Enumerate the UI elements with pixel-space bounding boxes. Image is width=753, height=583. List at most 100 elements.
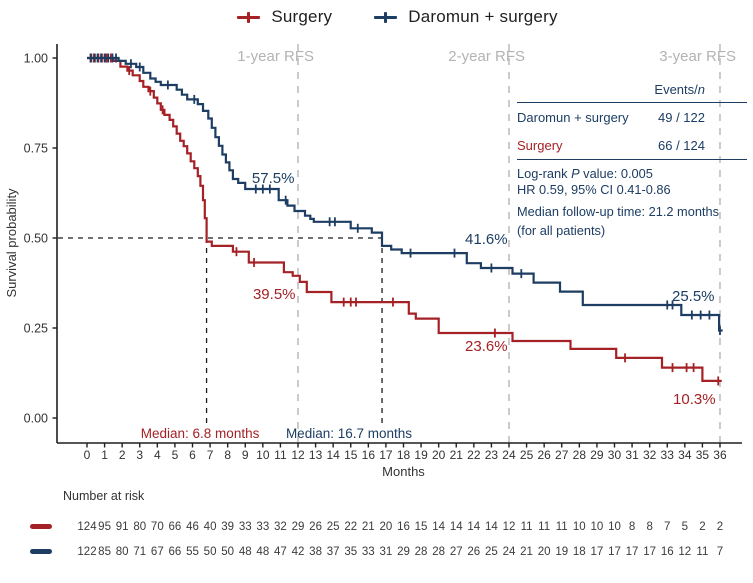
x-tick-label: 4 bbox=[154, 448, 161, 462]
risk-count: 38 bbox=[309, 546, 322, 558]
x-tick-label: 35 bbox=[696, 448, 710, 462]
x-tick-label: 19 bbox=[414, 448, 428, 462]
risk-count: 17 bbox=[590, 546, 604, 558]
x-tick-label: 5 bbox=[172, 448, 179, 462]
risk-count: 22 bbox=[344, 521, 358, 533]
y-tick-label: 0.75 bbox=[24, 142, 48, 156]
legend-item-surgery: Surgery bbox=[237, 7, 332, 27]
x-tick-label: 23 bbox=[485, 448, 499, 462]
risk-count: 2 bbox=[716, 521, 724, 533]
risk-count: 80 bbox=[133, 521, 147, 533]
y-tick-label: 0.50 bbox=[24, 232, 48, 246]
y-axis-title: Survival probability bbox=[4, 188, 19, 298]
x-tick-label: 0 bbox=[84, 448, 91, 462]
risk-count: 8 bbox=[628, 521, 636, 533]
stats-panel: Events/n Daromun + surgery 49 / 122 Surg… bbox=[517, 81, 747, 239]
stats-lines: Log-rank P value: 0.005 HR 0.59, 95% CI … bbox=[517, 160, 747, 239]
risk-count: 17 bbox=[643, 546, 657, 558]
surgery-censor-marker-icon bbox=[237, 11, 261, 23]
risk-count: 15 bbox=[414, 521, 428, 533]
stats-row-value: 66 / 124 bbox=[658, 137, 705, 153]
risk-count: 27 bbox=[449, 546, 463, 558]
risk-count: 50 bbox=[221, 546, 235, 558]
x-tick-label: 27 bbox=[555, 448, 569, 462]
x-tick-label: 33 bbox=[661, 448, 675, 462]
survival-plot: 1-year RFS 2-year RFS 3-year RFS 0.00 0.25 0.… bbox=[4, 44, 742, 479]
risk-count: 21 bbox=[361, 521, 375, 533]
risk-count: 26 bbox=[309, 521, 322, 533]
hr-line: HR 0.59, 95% CI 0.41-0.86 bbox=[517, 182, 671, 197]
risk-count: 14 bbox=[432, 521, 446, 533]
risk-count: 46 bbox=[186, 521, 199, 533]
legend: Surgery Daromun + surgery bbox=[0, 7, 753, 27]
legend-label-surgery: Surgery bbox=[271, 7, 333, 26]
rfs-label-36: 3-year RFS bbox=[659, 48, 736, 65]
events-header: Events/n bbox=[517, 81, 747, 103]
x-tick-label: 16 bbox=[362, 448, 376, 462]
risk-count: 35 bbox=[344, 546, 358, 558]
risk-count: 12 bbox=[678, 546, 692, 558]
x-tick-label: 31 bbox=[625, 448, 639, 462]
risk-row-marker-surgery bbox=[30, 524, 52, 529]
rfs-label-12: 1-year RFS bbox=[237, 48, 314, 65]
risk-count: 40 bbox=[203, 521, 217, 533]
risk-count: 66 bbox=[168, 521, 182, 533]
risk-count: 28 bbox=[432, 546, 446, 558]
risk-count: 24 bbox=[502, 546, 516, 558]
risk-count: 5 bbox=[681, 521, 689, 533]
x-tick-label: 12 bbox=[291, 448, 305, 462]
risk-count: 2 bbox=[699, 521, 706, 533]
x-tick-label: 20 bbox=[432, 448, 446, 462]
risk-count: 17 bbox=[625, 546, 639, 558]
risk-count: 42 bbox=[291, 546, 305, 558]
x-tick-label: 36 bbox=[713, 448, 727, 462]
stats-row-label: Daromun + surgery bbox=[517, 109, 629, 125]
x-tick-label: 17 bbox=[379, 448, 393, 462]
risk-count: 16 bbox=[660, 546, 674, 558]
risk-count: 85 bbox=[98, 546, 111, 558]
risk-count: 14 bbox=[485, 521, 498, 533]
risk-count: 29 bbox=[291, 521, 305, 533]
risk-count: 33 bbox=[256, 521, 270, 533]
x-tick-label: 8 bbox=[224, 448, 231, 462]
risk-count: 47 bbox=[274, 546, 287, 558]
risk-count: 14 bbox=[449, 521, 463, 533]
risk-count: 7 bbox=[664, 521, 671, 533]
x-tick-label: 18 bbox=[397, 448, 411, 462]
risk-count: 20 bbox=[537, 546, 551, 558]
x-tick-label: 2 bbox=[119, 448, 126, 462]
risk-count: 48 bbox=[238, 546, 252, 558]
x-tick-label: 13 bbox=[309, 448, 323, 462]
x-tick-label: 32 bbox=[643, 448, 657, 462]
y-tick-label: 0.00 bbox=[24, 412, 48, 426]
risk-count: 25 bbox=[485, 546, 498, 558]
x-tick-label: 15 bbox=[344, 448, 358, 462]
risk-count: 122 bbox=[77, 546, 97, 558]
risk-count: 20 bbox=[379, 521, 393, 533]
stats-row-label: Surgery bbox=[517, 137, 563, 153]
survival-pct-label: 10.3% bbox=[673, 391, 716, 408]
risk-count: 10 bbox=[590, 521, 604, 533]
x-tick-label: 26 bbox=[537, 448, 551, 462]
risk-count: 11 bbox=[555, 521, 568, 533]
risk-count: 67 bbox=[150, 546, 164, 558]
legend-item-daromun: Daromun + surgery bbox=[374, 7, 557, 27]
risk-count: 7 bbox=[716, 546, 724, 558]
survival-pct-label: 57.5% bbox=[252, 170, 295, 187]
x-tick-label: 7 bbox=[207, 448, 214, 462]
risk-count: 80 bbox=[115, 546, 129, 558]
stats-row-daromun: Daromun + surgery 49 / 122 bbox=[517, 103, 747, 131]
risk-row-marker-daromun bbox=[30, 549, 52, 554]
km-curve-surgery bbox=[87, 56, 722, 382]
risk-count: 33 bbox=[361, 546, 375, 558]
median-label: Median: 16.7 months bbox=[286, 426, 412, 441]
x-tick-label: 6 bbox=[189, 448, 196, 462]
x-axis-title: Months bbox=[382, 464, 425, 479]
risk-count: 124 bbox=[77, 521, 97, 533]
daromun-censor-marker-icon bbox=[374, 11, 398, 23]
x-tick-label: 1 bbox=[101, 448, 108, 462]
risk-count: 14 bbox=[467, 521, 481, 533]
risk-count: 66 bbox=[168, 546, 182, 558]
x-tick-label: 3 bbox=[136, 448, 143, 462]
